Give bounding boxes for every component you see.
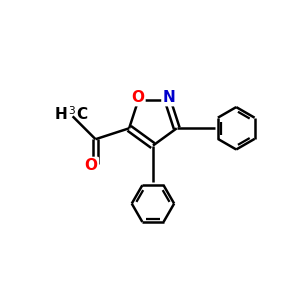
Text: 3: 3 <box>68 106 75 116</box>
Text: N: N <box>163 90 175 105</box>
Text: O: O <box>131 90 144 105</box>
Text: H: H <box>55 107 67 122</box>
Text: O: O <box>85 158 98 173</box>
Text: C: C <box>76 107 87 122</box>
